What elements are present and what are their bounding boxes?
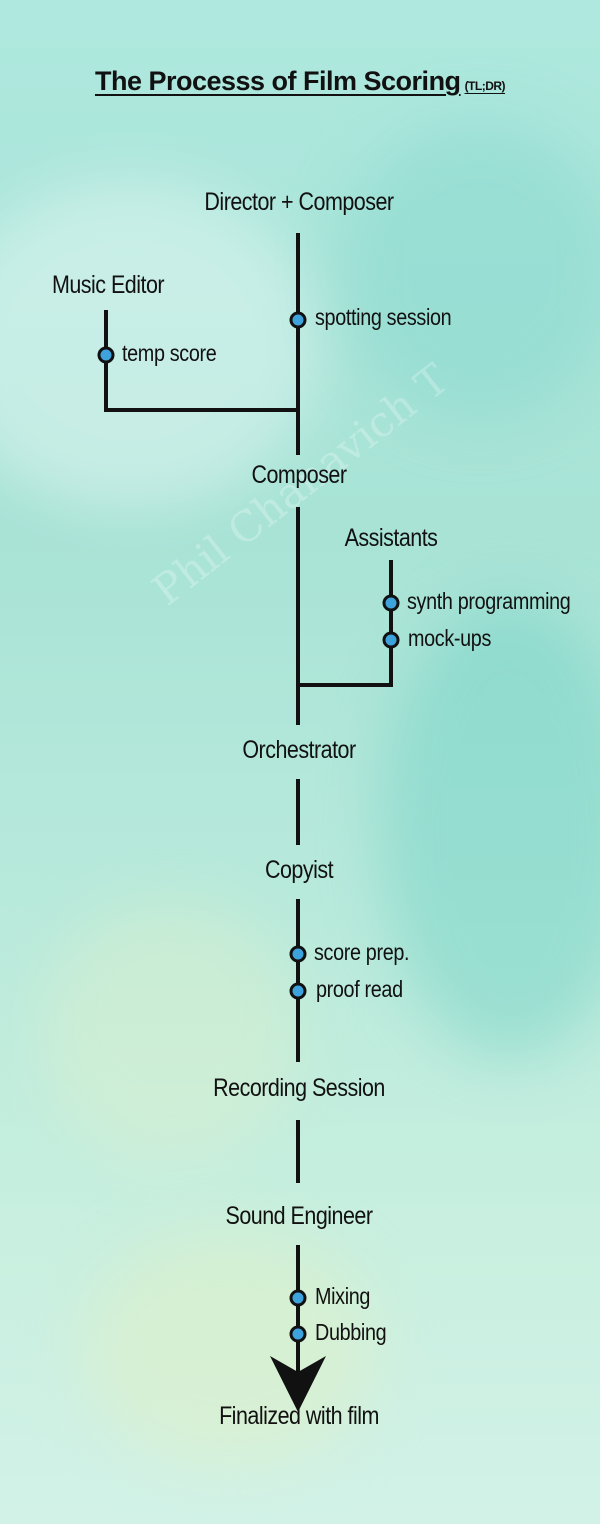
- dot-mock-ups: [382, 631, 400, 649]
- node-finalized: Finalized with film: [219, 1402, 379, 1430]
- page-title: The Processs of Film Scoring (TL;DR): [0, 66, 600, 97]
- step-spotting-session: spotting session: [315, 304, 452, 330]
- dot-score-prep: [289, 945, 307, 963]
- node-composer: Composer: [251, 461, 347, 489]
- title-sub: (TL;DR): [464, 79, 506, 93]
- title-main: The Processs of Film Scoring: [94, 66, 461, 96]
- dot-proof-read: [289, 982, 307, 1000]
- step-score-prep: score prep.: [314, 939, 410, 965]
- node-copyist: Copyist: [264, 856, 334, 884]
- node-recording-session: Recording Session: [213, 1074, 385, 1102]
- node-sound-engineer: Sound Engineer: [225, 1202, 374, 1230]
- node-director-composer: Director + Composer: [204, 188, 394, 216]
- dot-synth-programming: [382, 594, 400, 612]
- dot-mixing: [289, 1289, 307, 1307]
- node-music-editor: Music Editor: [51, 271, 165, 299]
- node-assistants: Assistants: [344, 524, 438, 552]
- dot-temp-score: [97, 346, 115, 364]
- step-proof-read: proof read: [316, 976, 403, 1002]
- step-synth-programming: synth programming: [407, 588, 571, 614]
- node-orchestrator: Orchestrator: [242, 736, 356, 764]
- dot-dubbing: [289, 1325, 307, 1343]
- step-dubbing: Dubbing: [315, 1319, 387, 1345]
- dot-spotting-session: [289, 311, 307, 329]
- step-mock-ups: mock-ups: [408, 625, 491, 651]
- step-mixing: Mixing: [315, 1283, 371, 1309]
- step-temp-score: temp score: [122, 340, 217, 366]
